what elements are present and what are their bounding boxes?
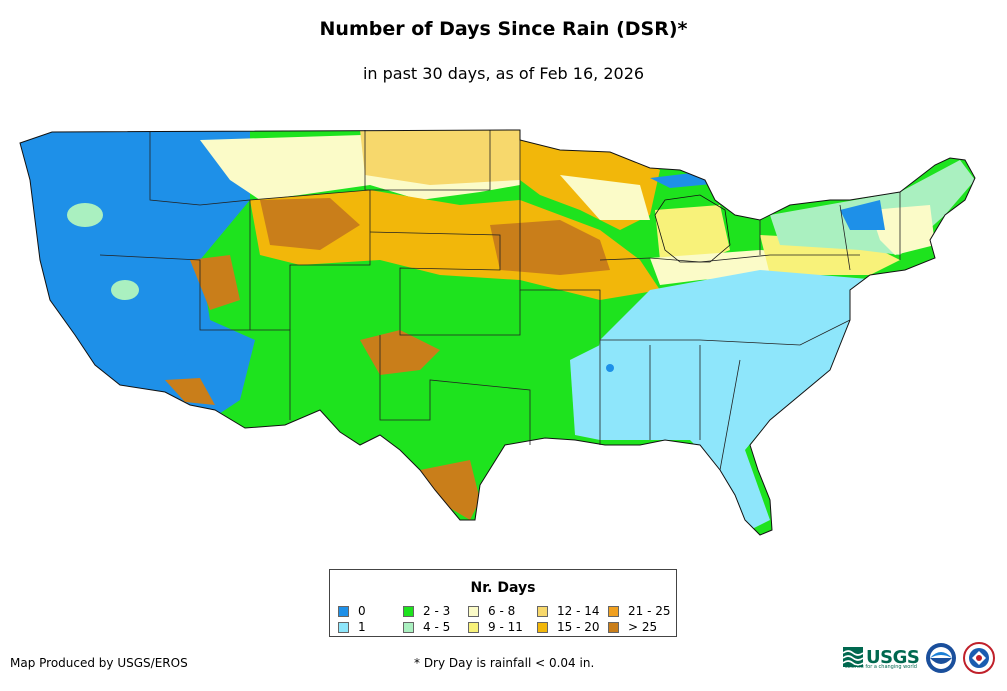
conus-dsr-map [19, 129, 976, 536]
boundary-mountain [249, 189, 371, 330]
boundary-west-2 [99, 254, 291, 420]
zone-4-5-days-oregon [67, 203, 103, 227]
boundary-plains [369, 231, 521, 336]
nws-seal-icon [963, 642, 995, 674]
us-outline [19, 129, 976, 536]
noaa-seal-icon [926, 643, 956, 673]
zone-0-days-mississippi-spot [606, 364, 614, 372]
zone-over-25-days-wyoming [260, 198, 360, 250]
zone-over-25-days-south-texas [420, 460, 480, 520]
zone-1-day-southeast [590, 270, 880, 530]
legend-swatch [468, 621, 479, 633]
zone-6-8-days-wisconsin [560, 175, 650, 220]
zone-0-days-new-york [840, 200, 885, 230]
legend-item: 12 - 14 [537, 604, 600, 618]
usgs-wave-icon [843, 647, 863, 667]
legend-label: 12 - 14 [557, 604, 600, 618]
legend-item: 21 - 25 [608, 604, 671, 618]
legend-swatch [403, 605, 414, 617]
boundary-southern-plains [379, 335, 531, 445]
zone-6-8-days-new-england [870, 205, 935, 255]
usgs-tagline: science for a changing world [845, 664, 917, 670]
agency-logos: USGS science for a changing world [843, 640, 1003, 678]
zone-4-5-days-nevada [111, 280, 139, 300]
state-boundaries [99, 130, 901, 471]
legend-item: 2 - 3 [403, 604, 450, 618]
zone-12-14-days-north [360, 130, 520, 185]
zone-over-25-days-arizona [165, 378, 215, 405]
rain-zones [20, 130, 975, 535]
legend-label: 1 [358, 620, 366, 634]
map-subtitle: in past 30 days, as of Feb 16, 2026 [362, 64, 645, 83]
legend-item: 6 - 8 [468, 604, 515, 618]
legend: Nr. Days 0 1 2 - 3 4 - 5 6 - 8 9 - 11 12 - 14 1… [329, 569, 677, 637]
boundary-deep-south [649, 345, 741, 471]
usgs-logo: USGS [843, 642, 920, 672]
boundary-tennessee [600, 319, 851, 346]
legend-item: 1 [338, 620, 366, 634]
footnote-text: * Dry Day is rainfall < 0.04 in. [414, 656, 595, 670]
legend-item: 15 - 20 [537, 620, 600, 634]
legend-item: 4 - 5 [403, 620, 450, 634]
credit-text: Map Produced by USGS/EROS [10, 656, 188, 670]
boundary-west-1 [149, 132, 251, 330]
usgs-wordmark: USGS [866, 646, 920, 668]
legend-swatch [608, 621, 619, 633]
legend-label: 6 - 8 [488, 604, 516, 618]
legend-item: > 25 [608, 620, 657, 634]
legend-swatch [338, 621, 349, 633]
boundary-northeast [759, 192, 901, 271]
zone-9-11-days-michigan [655, 205, 730, 262]
legend-label: 9 - 11 [488, 620, 523, 634]
boundary-dakotas [364, 130, 491, 191]
legend-swatch [537, 621, 548, 633]
legend-swatch [537, 605, 548, 617]
boundary-midwest [519, 130, 601, 445]
legend-label: 2 - 3 [423, 604, 451, 618]
legend-item: 9 - 11 [468, 620, 523, 634]
legend-label: 15 - 20 [557, 620, 600, 634]
map-title: Number of Days Since Rain (DSR)* [319, 18, 688, 40]
legend-swatch [468, 605, 479, 617]
legend-label: 4 - 5 [423, 620, 451, 634]
zone-over-25-days-utah [190, 255, 240, 310]
michigan-lower-peninsula [654, 194, 731, 263]
legend-swatch [338, 605, 349, 617]
legend-swatch [608, 605, 619, 617]
legend-title: Nr. Days [470, 580, 536, 596]
legend-label: > 25 [628, 620, 658, 634]
legend-swatch [403, 621, 414, 633]
legend-item: 0 [338, 604, 366, 618]
legend-label: 21 - 25 [628, 604, 671, 618]
legend-label: 0 [358, 604, 366, 618]
